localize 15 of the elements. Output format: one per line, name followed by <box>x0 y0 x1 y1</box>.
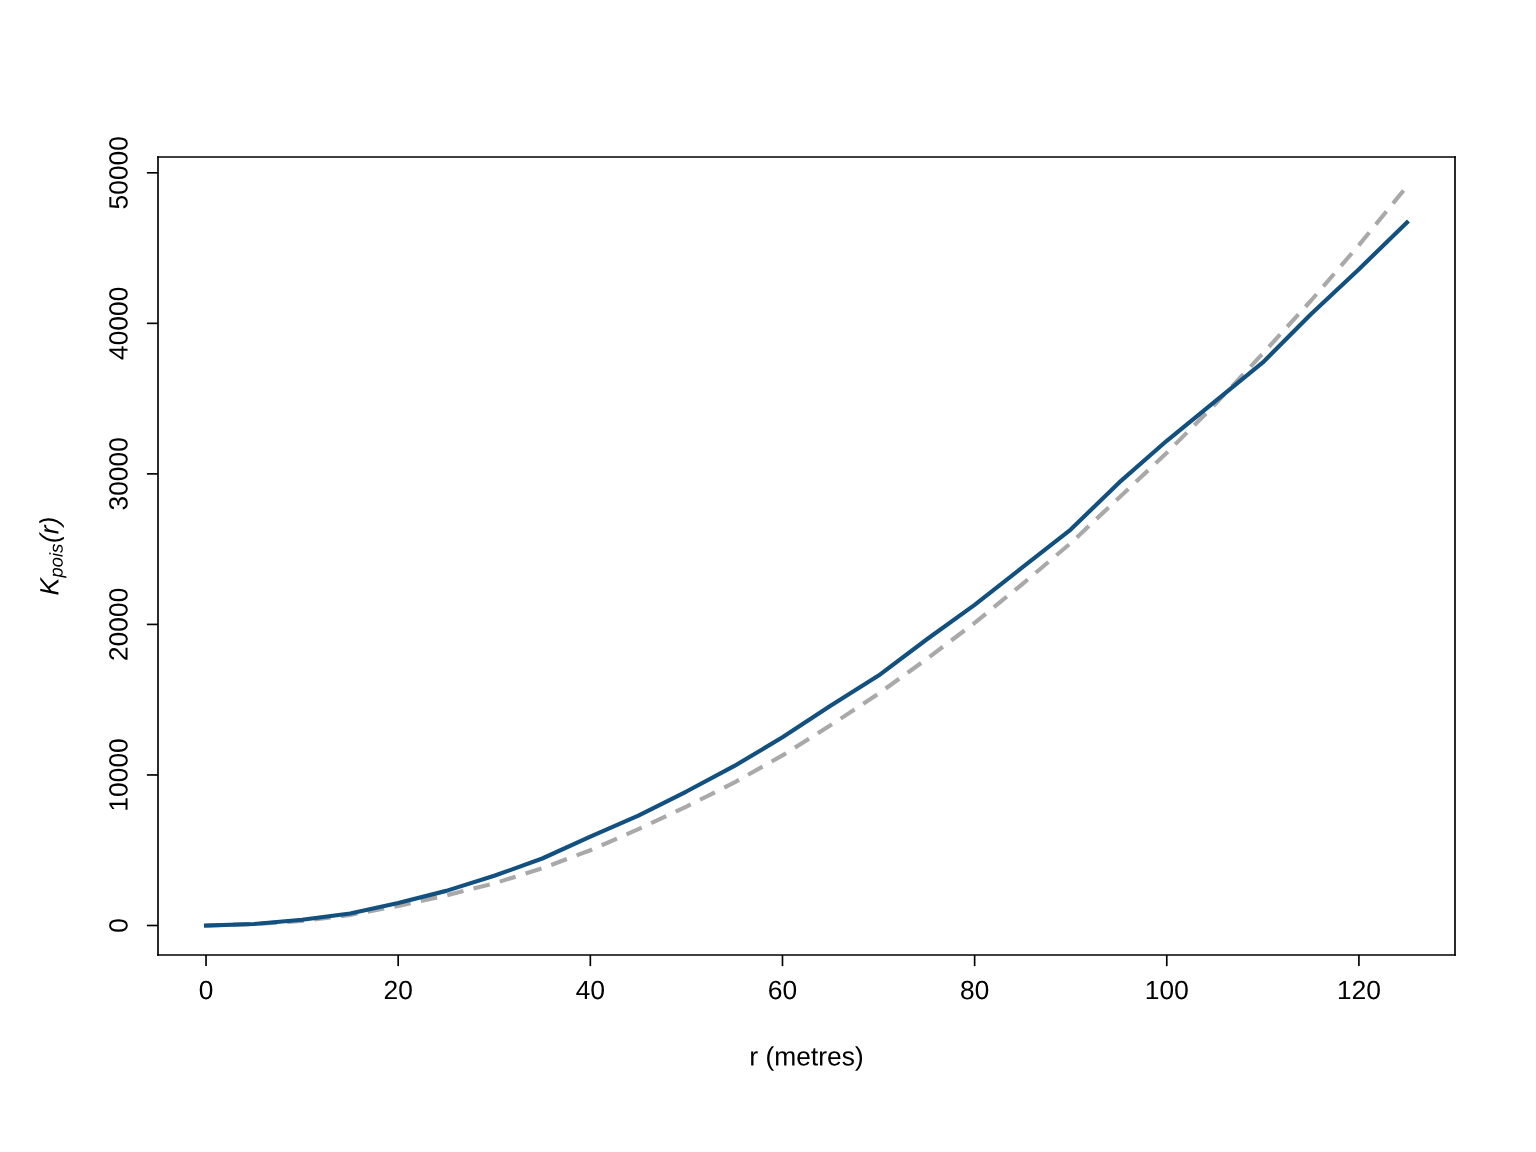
x-tick-label: 40 <box>576 980 604 1000</box>
x-axis-title: r (metres) <box>751 1046 863 1071</box>
x-tick-label: 60 <box>769 980 797 1000</box>
x-tick-label: 0 <box>199 980 213 1000</box>
x-tick-label: 80 <box>961 980 989 1000</box>
y-tick-label: 50000 <box>109 137 128 209</box>
y-tick-label: 40000 <box>109 287 128 360</box>
x-tick-label: 20 <box>384 980 412 1000</box>
y-tick-label: 0 <box>109 919 128 932</box>
y-tick-label: 30000 <box>109 438 128 510</box>
y-tick-label: 10000 <box>109 739 128 810</box>
y-tick-label: 20000 <box>109 588 128 660</box>
x-tick-label: 120 <box>1338 980 1380 1000</box>
x-tick-label: 100 <box>1146 980 1188 1000</box>
y-axis-title: K$_{pois}$(r) <box>39 518 67 595</box>
